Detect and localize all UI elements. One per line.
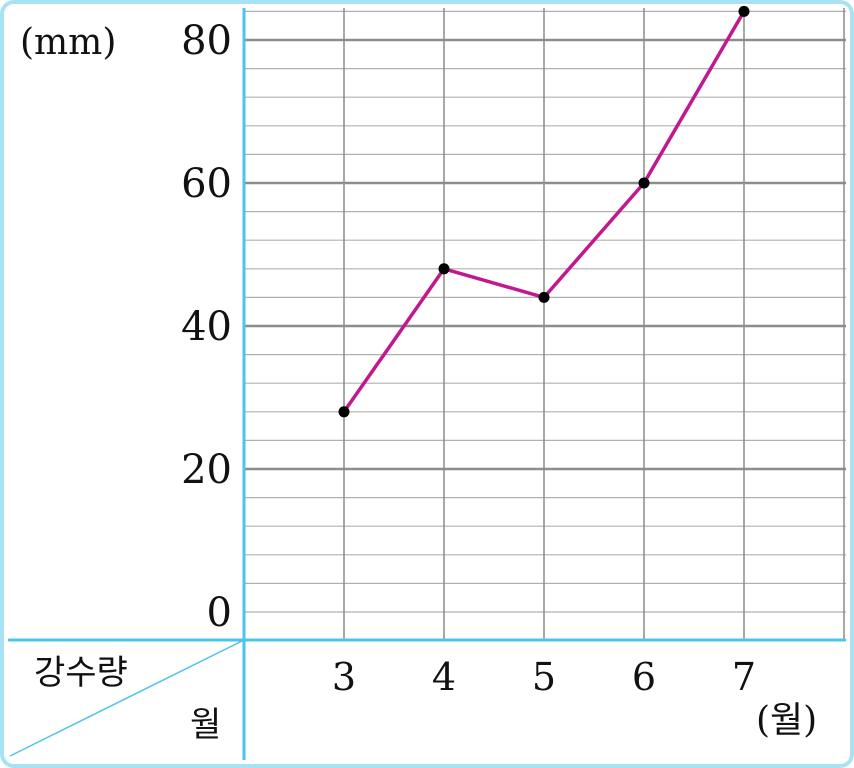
grid [244,8,846,640]
data-point [438,263,450,275]
x-tick-label: 4 [432,655,456,699]
y-tick-label: 40 [181,304,232,350]
corner-label-month: 월 [190,705,221,745]
y-axis-unit-label: (mm) [20,22,116,63]
y-tick-label: 0 [207,590,232,636]
data-point [338,406,350,418]
corner-diagonal [9,639,245,757]
x-tick-label: 3 [332,655,356,699]
x-tick-label: 5 [532,655,556,699]
data-point [538,291,550,303]
data-point [738,5,750,17]
y-tick-labels: 0 20 40 60 80 [181,18,232,636]
corner-label-precipitation: 강수량 [34,653,128,693]
x-axis-unit-label: (월) [756,700,817,741]
series-precipitation [338,5,750,418]
x-tick-label: 7 [732,655,756,699]
x-tick-labels: 3 4 5 6 7 [332,655,756,699]
x-tick-label: 6 [632,655,656,699]
y-tick-label: 20 [181,447,232,493]
y-tick-label: 60 [181,161,232,207]
y-tick-label: 80 [181,18,232,64]
data-point [638,177,650,189]
